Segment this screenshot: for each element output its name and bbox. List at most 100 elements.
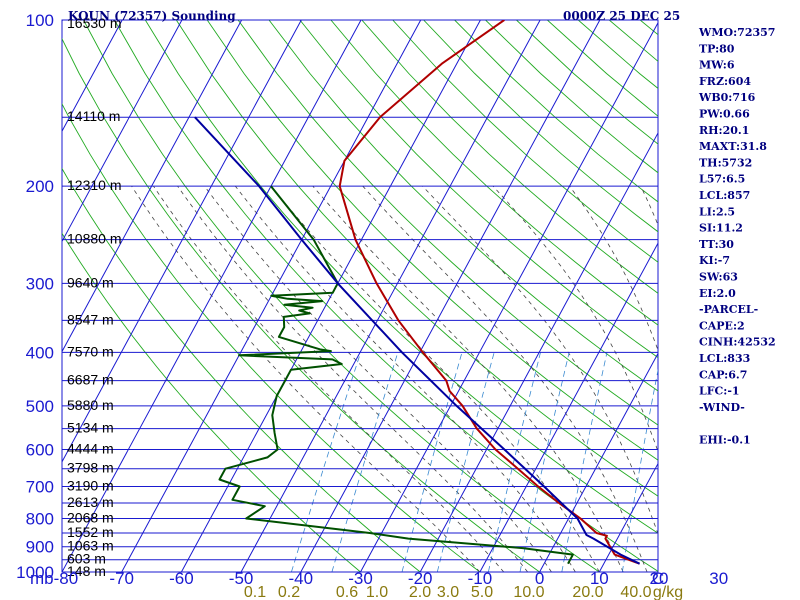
height-label: 3798 m [67,460,114,476]
pressure-tick-label: 200 [26,177,54,196]
pressure-tick-label: 800 [26,510,54,529]
mixing-ratio-label: 0.2 [278,584,300,600]
stats-panel: WMO:72357 TP:80 MW:6 FRZ:604 WB0:716 PW:0.66 R… [698,26,776,447]
mixing-ratio-label: g/kg [653,584,683,600]
height-label: 2068 m [67,510,114,526]
dry-adiabat-line [764,20,800,572]
chart-title: KOUN (72357) Sounding [68,9,236,23]
mixing-ratio-label: 2.0 [409,584,431,600]
dry-adiabat-line [546,20,658,117]
x-axis-prefix-label: mb-80 [30,569,78,588]
stat-line: EHI:-0.1 [699,434,751,447]
height-label: 7570 m [67,343,114,359]
stat-line: MAXT:31.8 [699,140,767,153]
mixing-ratio-line [488,352,541,572]
temp-tick-label: -10 [468,569,493,588]
stat-line: SW:63 [699,271,738,284]
x-axis-unit-label: C [652,569,664,588]
stat-line: TT:30 [699,238,734,251]
moist-adiabat-line [131,185,481,572]
pressure-tick-label: 1000 [16,563,54,582]
stat-line: TH:5732 [699,156,752,169]
stat-line: CAPE:2 [699,319,745,332]
isotherm-line [62,20,302,463]
temp-tick-label: 0 [535,569,544,588]
stat-line: CAP:6.7 [699,368,747,381]
height-label: 14110 m [67,108,120,124]
mixing-ratio-label: 10.0 [513,584,544,600]
dry-adiabat-line [577,20,658,89]
stat-line: TP:80 [699,42,735,55]
isotherm-line [240,20,541,572]
stat-line: WB0:716 [698,91,756,104]
temperature-trace [338,20,640,565]
temp-tick-label: -60 [169,569,194,588]
chart-datetime: 0000Z 25 DEC 25 [563,9,680,23]
height-label: 16530 m [67,15,121,31]
isotherm-line [62,20,123,133]
dry-adiabats [62,20,800,572]
moist-adiabat-line [748,186,790,572]
stat-line: KI:-7 [699,254,730,267]
parcel-trace [194,116,641,565]
mixing-ratio-line [436,352,495,572]
stat-line: LFC:-1 [699,385,740,398]
stat-line: -WIND- [699,401,745,414]
temp-tick-label: -50 [229,569,254,588]
isotherm-line [419,131,658,572]
height-label: 5134 m [67,420,114,436]
height-label: 2613 m [67,494,114,510]
height-label: 1063 m [67,538,114,554]
dry-adiabat-line [62,167,421,572]
temp-tick-label: -30 [348,569,373,588]
stat-line: FRZ:604 [699,75,751,88]
mixing-ratio-line [561,352,608,572]
height-label: 1552 m [67,524,114,540]
isotherm-line [62,20,183,243]
background-lines [61,19,800,573]
pressure-tick-label: 100 [26,11,54,30]
height-label: 5880 m [67,397,114,413]
dry-adiabat-line [144,20,658,534]
dry-adiabat-line [62,232,361,572]
mixing-ratio-line [756,352,781,572]
isotherm-line [300,20,601,572]
moist-adiabat-line [569,185,658,352]
isotherm-line [62,20,362,572]
stat-line: EI:2.0 [699,287,736,300]
height-label: 12310 m [67,177,121,193]
pressure-tick-label: 500 [26,397,54,416]
pressure-tick-label: 300 [26,274,54,293]
height-label: 4444 m [67,441,114,457]
stat-line: PW:0.66 [699,108,750,121]
height-label: 603 m [67,551,106,567]
stat-line: CINH:42532 [699,336,776,349]
isotherm-line [0,20,3,572]
height-label: 9640 m [67,274,114,290]
mixing-ratio-label: 20.0 [572,584,603,600]
height-labels: 16530 m 14110 m 12310 m 10880 m 9640 m 8547 m… [67,15,121,579]
pressure-tick-label: 700 [26,477,54,496]
height-label: 8547 m [67,311,114,327]
stat-line: -PARCEL- [699,303,758,316]
isotherm-line [598,462,658,572]
dry-adiabat-line [62,37,540,572]
moist-adiabat-line [312,185,624,572]
height-label: 3190 m [67,477,114,493]
pressure-tick-label: 600 [26,441,54,460]
stat-line: L57:6.5 [699,173,745,186]
pressure-tick-label: 400 [26,343,54,362]
mixing-ratio-label: 0.6 [336,584,358,600]
temp-tick-label: -70 [109,569,134,588]
isotherm-line [180,20,481,572]
isotherm-line [62,20,243,353]
height-label: 148 m [67,563,106,579]
height-label: 6687 m [67,372,114,388]
isotherm-line [360,21,658,572]
height-label: 10880 m [67,231,121,247]
temp-tick-label: -40 [289,569,314,588]
stat-line: LCL:833 [699,352,750,365]
stat-line: RH:20.1 [699,124,749,137]
